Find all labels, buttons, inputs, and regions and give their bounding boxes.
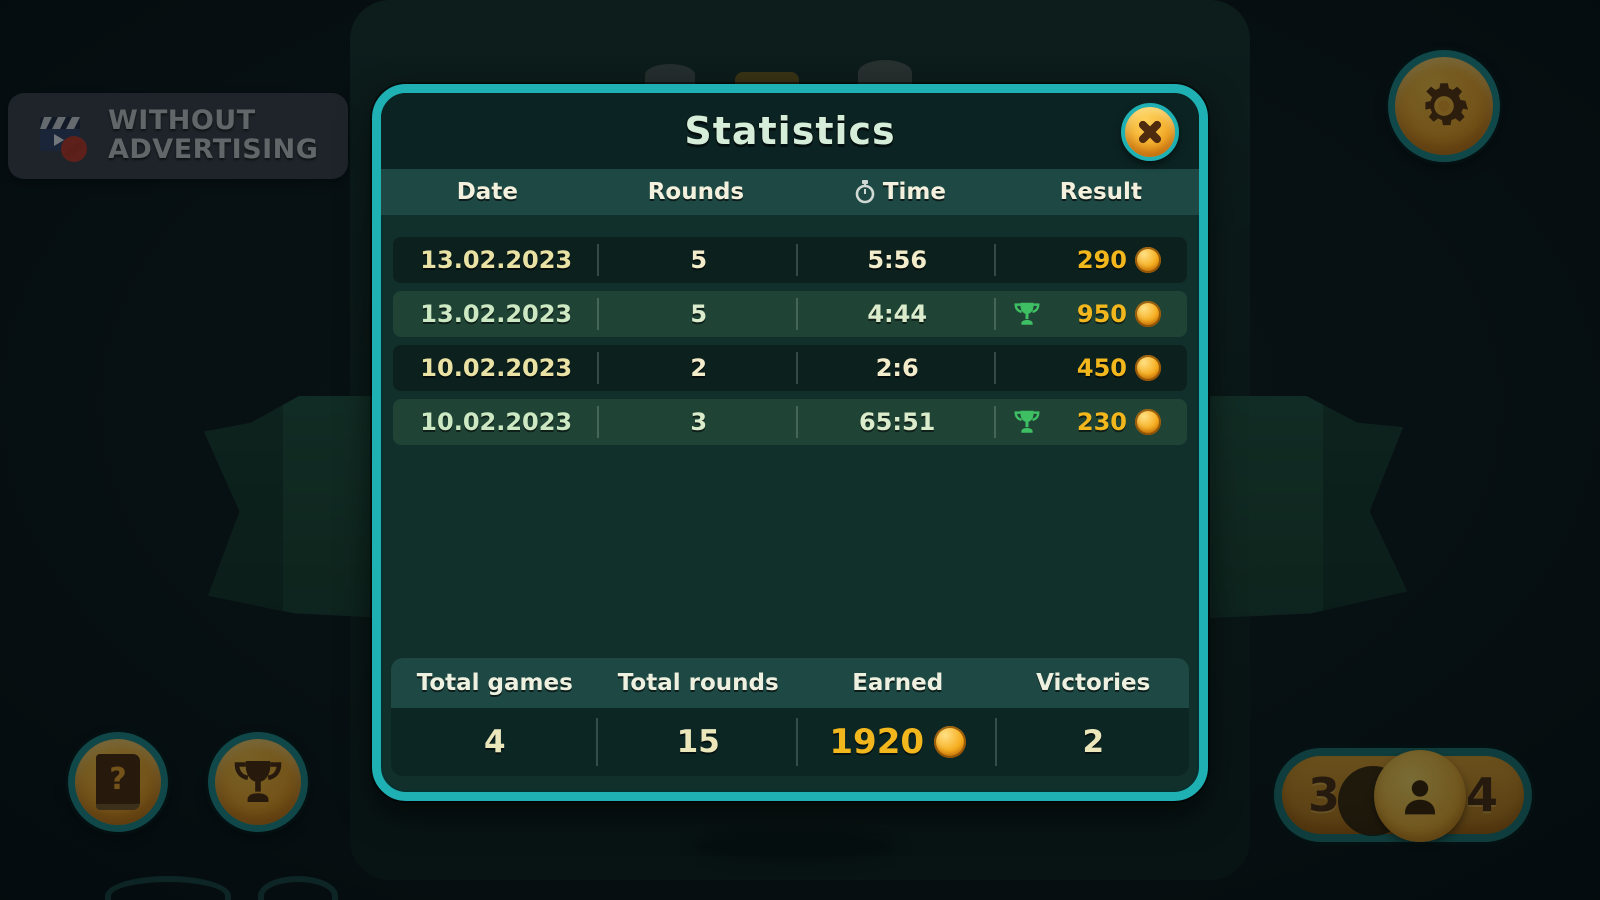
stat-time: 65:51 [798,399,997,445]
column-header-date: Date [456,179,518,205]
column-header-time: Time [798,179,1003,205]
green-trophy-icon [1012,407,1042,437]
stat-date: 10.02.2023 [393,345,600,391]
gold-coin-icon [1134,247,1161,273]
summary-total-rounds: 15 [598,708,798,776]
gold-coin-icon [1134,301,1161,327]
table-row: 10.02.2023 3 65:51 230 [393,399,1187,445]
dialog-title: Statistics [684,109,896,153]
stat-rounds: 5 [599,291,798,337]
summary-earned: 1920 [798,708,998,776]
x-icon [1135,117,1165,147]
summary-label-earned: Earned [852,670,944,696]
stat-date: 10.02.2023 [393,399,600,445]
stat-date: 13.02.2023 [393,291,600,337]
summary-label-total-rounds: Total rounds [617,670,779,696]
summary-header-row: Total games Total rounds Earned Victorie… [391,658,1189,708]
table-row: 13.02.2023 5 4:44 950 [393,291,1187,337]
table-row: 10.02.2023 2 2:6 450 [393,345,1187,391]
table-row: 13.02.2023 5 5:56 290 [393,237,1187,283]
stat-rounds: 2 [599,345,798,391]
column-header-rounds: Rounds [647,179,745,205]
stat-rounds: 3 [599,399,798,445]
stats-table-body: 13.02.2023 5 5:56 290 13.02.2023 5 4:44 [381,215,1199,453]
green-trophy-icon [1012,299,1042,329]
stat-date: 13.02.2023 [393,237,600,283]
summary-label-victories: Victories [1036,670,1151,696]
close-button[interactable] [1121,103,1179,161]
stat-result: 450 [996,345,1187,391]
dialog-header: Statistics [381,93,1199,169]
stat-time: 2:6 [798,345,997,391]
gold-coin-icon [934,726,967,758]
stat-rounds: 5 [599,237,798,283]
summary-values-row: 4 15 1920 2 [391,708,1189,776]
stopwatch-icon [855,180,875,204]
gold-coin-icon [1134,409,1161,435]
summary-total-games: 4 [391,708,599,776]
summary-victories: 2 [1082,724,1105,760]
stat-result: 290 [996,237,1187,283]
gold-coin-icon [1134,355,1161,381]
summary-label-total-games: Total games [416,670,573,696]
stat-result: 230 [996,399,1187,445]
table-header-row: Date Rounds Time Result [381,169,1199,215]
stat-result: 950 [996,291,1187,337]
column-header-result: Result [1059,179,1142,205]
stat-time: 5:56 [798,237,997,283]
statistics-dialog: Statistics Date Rounds Time Result [372,84,1208,801]
stat-time: 4:44 [798,291,997,337]
